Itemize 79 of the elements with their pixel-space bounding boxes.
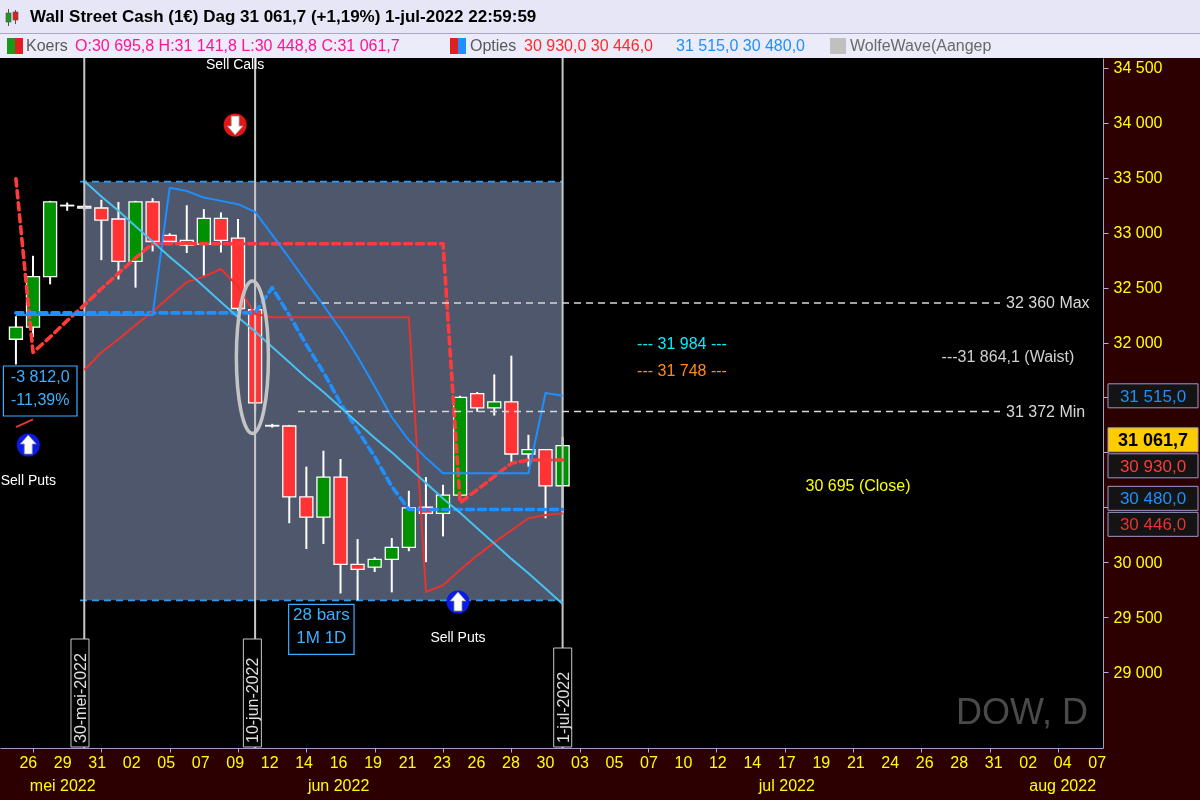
x-tick-label: 16 xyxy=(329,754,348,771)
candlestick xyxy=(521,433,536,468)
ref-line-label: 32 360 Max xyxy=(1006,294,1090,312)
x-tick-label: 05 xyxy=(605,754,624,771)
x-tick-label: 07 xyxy=(191,754,210,771)
candlestick xyxy=(487,373,502,417)
candlestick xyxy=(213,211,229,254)
text: jul 2022 xyxy=(757,777,815,794)
annotation: DOW, D xyxy=(956,691,1088,732)
text: aug 2022 xyxy=(1029,777,1097,794)
text: 31 061,7 xyxy=(1117,429,1189,450)
x-tick-label: 31 xyxy=(88,754,107,771)
y-tick-label: 33 500 xyxy=(1113,169,1163,187)
y-tick-label: 32 000 xyxy=(1113,334,1163,352)
annotation: Sell Puts xyxy=(430,629,486,645)
text: WolfeWave(Aangep xyxy=(850,37,992,54)
x-tick-label: 23 xyxy=(433,754,452,771)
text: 30 446,0 xyxy=(1119,515,1187,535)
annotation: -3 812,0 -11,39% xyxy=(10,368,70,408)
x-tick-label: 09 xyxy=(226,754,245,771)
y-tick-label: 30 000 xyxy=(1113,553,1163,571)
x-tick-label: 02 xyxy=(122,754,141,771)
annotation: --- 31 748 --- xyxy=(637,362,727,379)
candlestick xyxy=(470,390,485,413)
x-tick-label: 30 xyxy=(536,754,555,771)
x-tick-label: 19 xyxy=(364,754,383,771)
x-tick-label: 28 xyxy=(950,754,969,771)
x-tick-label: 14 xyxy=(743,754,762,771)
annotation: 30 695 (Close) xyxy=(805,477,911,494)
x-tick-label: 26 xyxy=(915,754,934,771)
x-tick-label: 04 xyxy=(1053,754,1072,771)
x-tick-label: 12 xyxy=(260,754,279,771)
x-tick-label: 10 xyxy=(674,754,693,771)
x-tick-label: 31 xyxy=(984,754,1003,771)
candlestick xyxy=(384,537,399,594)
x-tick-label: 28 xyxy=(502,754,520,771)
y-tick-label: 29 500 xyxy=(1113,608,1163,626)
x-tick-label: 02 xyxy=(1019,754,1038,771)
y-tick-label: 29 000 xyxy=(1113,663,1163,681)
candlestick xyxy=(94,198,109,262)
chart-subtitle: Koers O:30 695,8 H:31 141,8 L:30 448,8 C:31 061,7 xyxy=(26,37,400,54)
text: mei 2022 xyxy=(29,777,96,794)
x-tick-label: 14 xyxy=(295,754,314,771)
y-tick-label: 33 000 xyxy=(1113,224,1163,242)
x-tick-label: 17 xyxy=(777,754,796,771)
candlestick xyxy=(350,538,365,602)
text: jun 2022 xyxy=(306,777,370,794)
x-tick-label: 12 xyxy=(708,754,727,771)
x-tick-label: 21 xyxy=(846,754,865,771)
annotation: ---31 864,1 (Waist) xyxy=(941,348,1075,365)
x-tick-label: 26 xyxy=(19,754,38,771)
x-tick-label: 10-jun-2022 xyxy=(244,657,262,743)
x-tick-label: 21 xyxy=(398,754,417,771)
text: 31 515,0 xyxy=(1119,386,1187,406)
x-tick-label: 1-jul-2022 xyxy=(554,671,572,743)
y-tick-label: 32 500 xyxy=(1113,279,1163,297)
annotation: Sell Puts xyxy=(0,472,56,488)
x-tick-label: 19 xyxy=(812,754,831,771)
text: Opties xyxy=(470,37,517,54)
text: 31 515,0 30 480,0 xyxy=(676,37,806,54)
band-label: 28 bars 1M 1D xyxy=(293,605,350,648)
x-tick-label: 07 xyxy=(640,754,658,771)
y-tick-label: 34 500 xyxy=(1113,59,1163,77)
candlestick xyxy=(299,465,314,551)
x-tick-label: 07 xyxy=(1088,754,1107,771)
chart-title: Wall Street Cash (1€) Dag 31 061,7 (+1,19%) 1-jul-2022 22:59:59 xyxy=(30,7,537,26)
y-tick-label: 34 000 xyxy=(1113,114,1163,132)
x-tick-label: 26 xyxy=(467,754,486,771)
x-tick-label: 05 xyxy=(157,754,176,771)
x-tick-label: 03 xyxy=(571,754,589,771)
x-tick-label: 30-mei-2022 xyxy=(71,653,89,743)
annotation: --- 31 984 --- xyxy=(637,335,727,352)
text: 30 930,0 xyxy=(1119,456,1187,476)
x-tick-label: 24 xyxy=(881,754,900,771)
text: 30 930,0 30 446,0 xyxy=(524,37,654,54)
x-tick-label: 29 xyxy=(53,754,72,771)
ref-line-label: 31 372 Min xyxy=(1006,402,1086,420)
candlestick xyxy=(8,315,24,366)
text: 30 480,0 xyxy=(1119,489,1187,509)
